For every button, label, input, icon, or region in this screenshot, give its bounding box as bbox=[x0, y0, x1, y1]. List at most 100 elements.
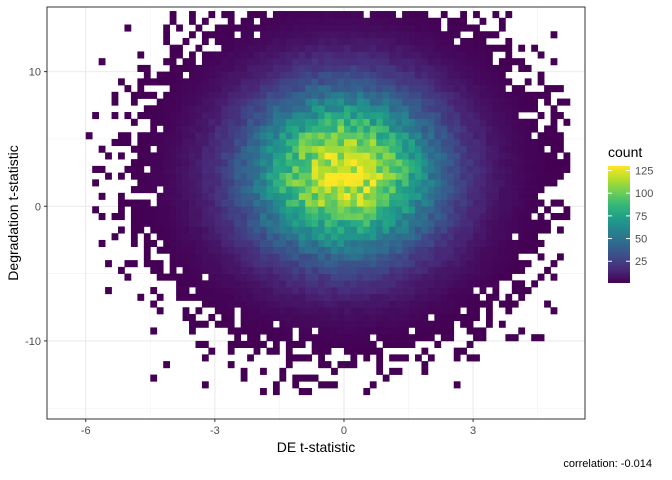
heatmap-tile bbox=[266, 145, 274, 153]
heatmap-tile bbox=[305, 91, 313, 99]
heatmap-tile bbox=[498, 273, 506, 281]
heatmap-tile bbox=[337, 340, 345, 348]
heatmap-tile bbox=[402, 287, 409, 295]
heatmap-tile bbox=[473, 300, 480, 308]
heatmap-tile bbox=[337, 213, 345, 221]
heatmap-tile bbox=[195, 273, 203, 281]
heatmap-tile bbox=[143, 219, 151, 227]
heatmap-tile bbox=[214, 233, 222, 241]
heatmap-tile bbox=[337, 361, 345, 369]
heatmap-tile bbox=[331, 327, 338, 335]
heatmap-tile bbox=[531, 105, 539, 113]
heatmap-tile bbox=[453, 145, 461, 153]
heatmap-tile bbox=[473, 71, 480, 79]
heatmap-tile bbox=[408, 246, 416, 254]
heatmap-tile bbox=[466, 98, 474, 106]
heatmap-tile bbox=[176, 112, 183, 120]
heatmap-tile bbox=[253, 51, 261, 59]
heatmap-tile bbox=[395, 260, 403, 268]
heatmap-tile bbox=[214, 226, 222, 234]
heatmap-tile bbox=[460, 125, 467, 133]
heatmap-tile bbox=[176, 226, 183, 234]
heatmap-tile bbox=[227, 280, 235, 288]
heatmap-tile bbox=[266, 105, 274, 113]
heatmap-tile bbox=[479, 85, 487, 93]
heatmap-tile bbox=[356, 17, 364, 25]
heatmap-tile bbox=[363, 105, 371, 113]
heatmap-tile bbox=[324, 31, 332, 39]
heatmap-tile bbox=[118, 132, 125, 140]
heatmap-tile bbox=[156, 307, 164, 315]
heatmap-tile bbox=[240, 98, 248, 106]
heatmap-tile bbox=[447, 145, 455, 153]
heatmap-tile bbox=[414, 159, 422, 167]
heatmap-tile bbox=[518, 165, 526, 173]
heatmap-tile bbox=[234, 44, 242, 52]
heatmap-tile bbox=[389, 367, 396, 375]
heatmap-tile bbox=[369, 239, 377, 248]
heatmap-tile bbox=[169, 11, 177, 19]
heatmap-tile bbox=[427, 266, 435, 274]
heatmap-tile bbox=[440, 152, 448, 160]
heatmap-tile bbox=[408, 293, 416, 301]
heatmap-tile bbox=[221, 112, 229, 120]
heatmap-tile bbox=[318, 145, 325, 153]
heatmap-tile bbox=[279, 85, 287, 93]
heatmap-tile bbox=[376, 307, 384, 315]
heatmap-tile bbox=[427, 44, 435, 52]
heatmap-tile bbox=[395, 91, 403, 99]
heatmap-tile bbox=[214, 206, 222, 214]
heatmap-tile bbox=[292, 17, 300, 25]
heatmap-tile bbox=[421, 307, 429, 315]
heatmap-tile bbox=[518, 327, 526, 335]
heatmap-tile bbox=[247, 179, 254, 187]
heatmap-tile bbox=[176, 246, 183, 254]
heatmap-tile bbox=[453, 287, 461, 295]
heatmap-tile bbox=[363, 64, 371, 72]
heatmap-tile bbox=[260, 280, 267, 288]
heatmap-tile bbox=[343, 112, 351, 120]
heatmap-tile bbox=[486, 206, 493, 214]
heatmap-tile bbox=[479, 233, 487, 241]
heatmap-tile bbox=[227, 91, 235, 99]
heatmap-tile bbox=[427, 58, 435, 66]
heatmap-tile bbox=[414, 138, 422, 147]
heatmap-tile bbox=[208, 347, 216, 355]
heatmap-tile bbox=[324, 300, 332, 308]
heatmap-tile bbox=[279, 138, 287, 147]
heatmap-tile bbox=[389, 105, 396, 113]
heatmap-tile bbox=[292, 246, 300, 254]
heatmap-tile bbox=[550, 213, 558, 221]
heatmap-tile bbox=[460, 78, 467, 86]
heatmap-tile bbox=[156, 213, 164, 221]
heatmap-tile bbox=[221, 37, 229, 46]
heatmap-tile bbox=[272, 253, 280, 261]
heatmap-tile bbox=[292, 71, 300, 79]
heatmap-tile bbox=[376, 98, 384, 106]
heatmap-tile bbox=[150, 260, 158, 268]
heatmap-tile bbox=[176, 64, 183, 72]
heatmap-tile bbox=[272, 44, 280, 52]
heatmap-tile bbox=[486, 105, 493, 113]
heatmap-tile bbox=[473, 132, 480, 140]
heatmap-tile bbox=[511, 105, 519, 113]
heatmap-tile bbox=[402, 213, 409, 221]
heatmap-tile bbox=[182, 125, 190, 133]
heatmap-tile bbox=[498, 64, 506, 72]
heatmap-tile bbox=[208, 172, 216, 180]
heatmap-tile bbox=[163, 172, 171, 180]
heatmap-tile bbox=[498, 138, 506, 147]
heatmap-tile bbox=[311, 159, 319, 167]
heatmap-tile bbox=[337, 98, 345, 106]
heatmap-tile bbox=[253, 98, 261, 106]
heatmap-tile bbox=[421, 253, 429, 261]
heatmap-tile bbox=[460, 293, 467, 301]
heatmap-tile bbox=[350, 246, 358, 254]
heatmap-tile bbox=[421, 219, 429, 227]
heatmap-tile bbox=[343, 105, 351, 113]
heatmap-tile bbox=[376, 44, 384, 52]
heatmap-tile bbox=[279, 165, 287, 173]
heatmap-tile bbox=[337, 327, 345, 335]
heatmap-tile bbox=[176, 71, 183, 79]
heatmap-tile bbox=[492, 192, 500, 200]
